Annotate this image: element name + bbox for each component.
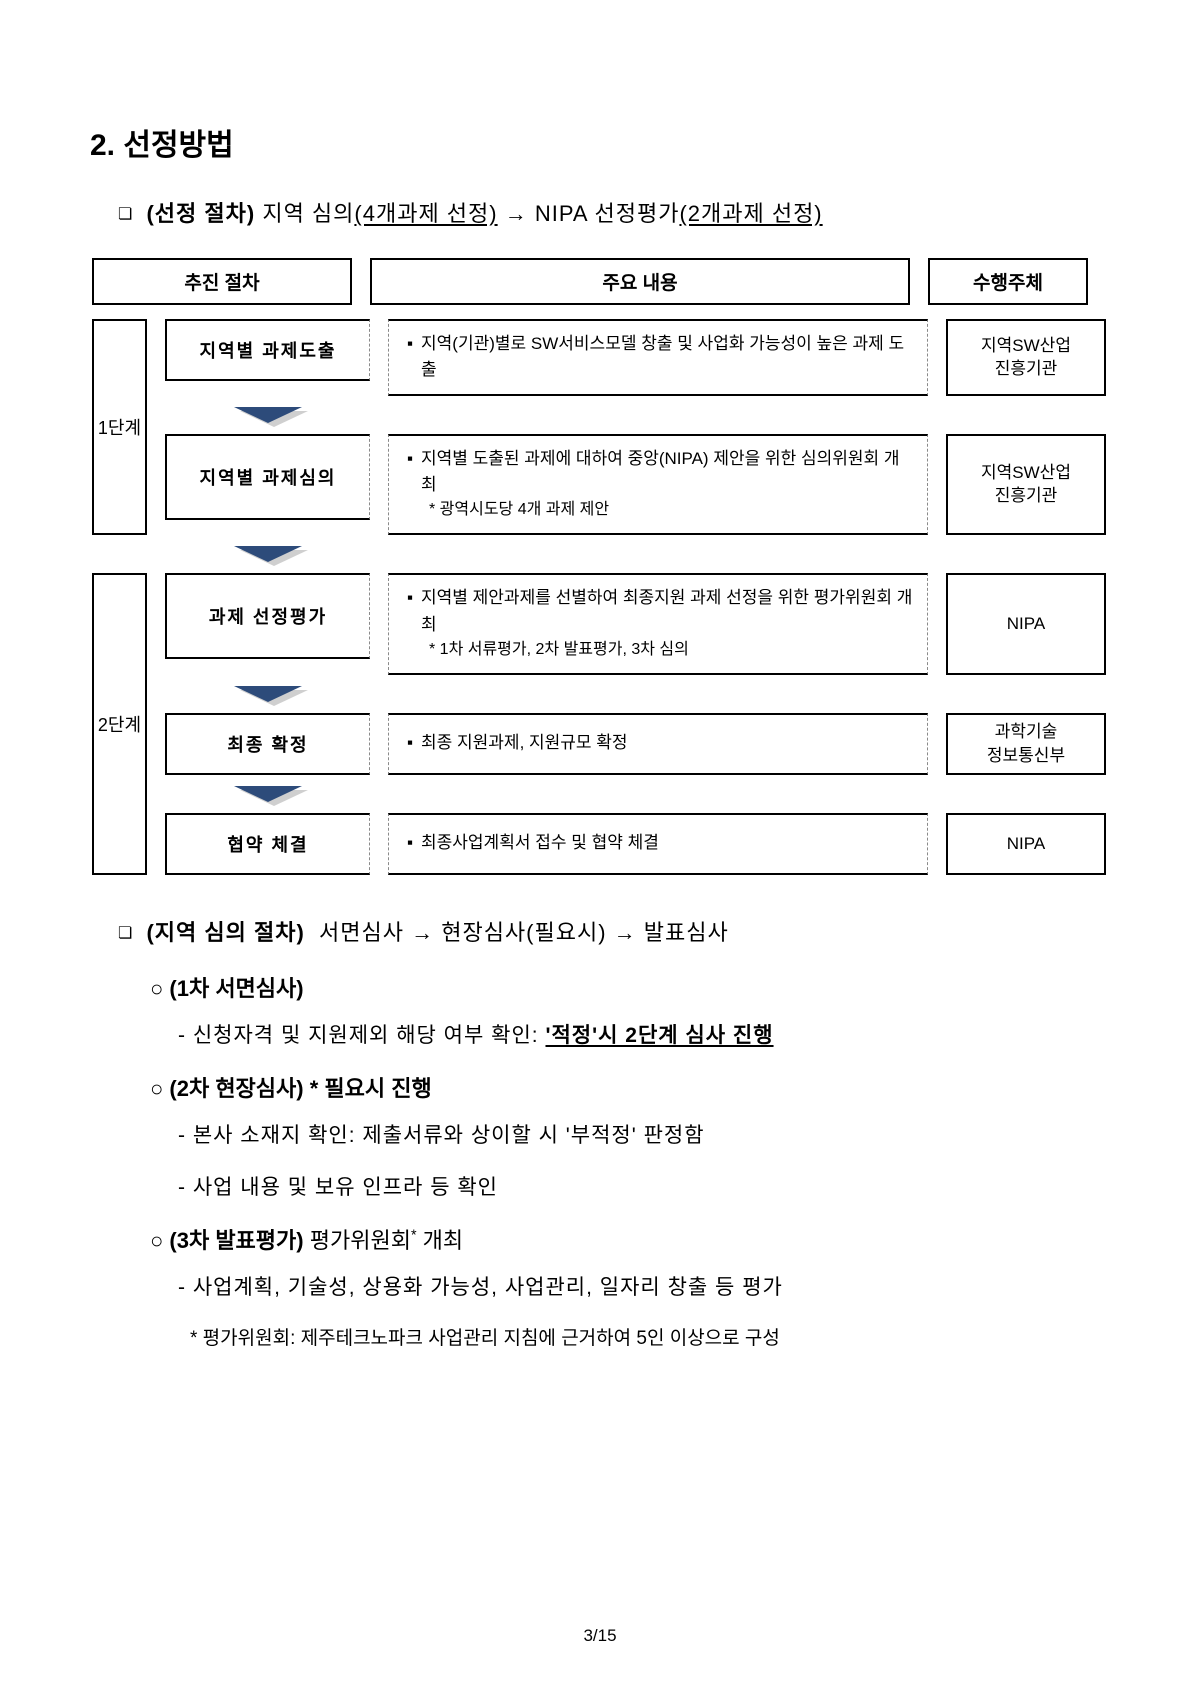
intro-underline-1: (4개과제 선정) — [354, 201, 497, 226]
process-flowchart: 추진 절차 주요 내용 수행주체 1단계 지역별 과제도출 ▪지역(기관)별로 … — [92, 258, 1108, 875]
down-arrow-icon — [234, 546, 302, 562]
review-2-line-1: - 본사 소재지 확인: 제출서류와 상이할 시 '부적정' 판정함 — [178, 1119, 1110, 1149]
square-bullet-icon: ❏ — [118, 206, 133, 223]
desc-box: ▪지역별 제안과제를 선별하여 최종지원 과제 선정을 위한 평가위원회 개최 … — [388, 573, 928, 674]
intro-label: (선정 절차) — [146, 201, 255, 226]
intro-text-1: 지역 심의 — [262, 201, 354, 226]
intro-selection-procedure: ❏ (선정 절차) 지역 심의(4개과제 선정) → NIPA 선정평가(2개과… — [118, 196, 1110, 228]
desc-box: ▪최종 지원과제, 지원규모 확정 — [388, 713, 928, 775]
owner-box: NIPA — [946, 573, 1106, 674]
desc-note: * 광역시도당 4개 과제 제안 — [407, 498, 913, 523]
hdr-owner: 수행주체 — [928, 258, 1088, 305]
sub-procedure-intro: ❏ (지역 심의 절차) 서면심사 → 현장심사(필요시) → 발표심사 — [118, 915, 1110, 947]
square-bullet-icon: ❏ — [118, 925, 133, 942]
review-2-line-2: - 사업 내용 및 보유 인프라 등 확인 — [178, 1171, 1110, 1201]
step-box: 과제 선정평가 — [165, 573, 370, 659]
sub-text: 서면심사 → 현장심사(필요시) → 발표심사 — [319, 920, 729, 945]
table-header-row: 추진 절차 주요 내용 수행주체 — [92, 258, 1108, 305]
owner-box: 지역SW산업 진흥기관 — [946, 434, 1106, 535]
desc-text: 최종 지원과제, 지원규모 확정 — [421, 730, 628, 756]
down-arrow-icon — [234, 786, 302, 802]
step-box: 협약 체결 — [165, 813, 370, 875]
stage-1-label: 1단계 — [92, 319, 147, 535]
stage-2-label: 2단계 — [92, 573, 147, 874]
hdr-procedure: 추진 절차 — [92, 258, 352, 305]
review-1-line: - 신청자격 및 지원제외 해당 여부 확인: '적정'시 2단계 심사 진행 — [178, 1019, 1110, 1049]
intro-underline-2: (2개과제 선정) — [679, 201, 822, 226]
desc-text: 지역별 제안과제를 선별하여 최종지원 과제 선정을 위한 평가위원회 개최 — [421, 585, 913, 638]
sub-label: (지역 심의 절차) — [146, 920, 304, 945]
review-3-footnote: * 평가위원회: 제주테크노파크 사업관리 지침에 근거하여 5인 이상으로 구… — [190, 1323, 1110, 1350]
hdr-description: 주요 내용 — [370, 258, 910, 305]
review-1-head: ○ (1차 서면심사) — [150, 971, 1110, 1003]
down-arrow-icon — [234, 407, 302, 423]
down-arrow-icon — [234, 686, 302, 702]
section-title: 2. 선정방법 — [90, 120, 1110, 164]
review-3-line-1: - 사업계획, 기술성, 상용화 가능성, 사업관리, 일자리 창출 등 평가 — [178, 1271, 1110, 1301]
owner-box: NIPA — [946, 813, 1106, 875]
arrow-icon: → — [505, 201, 528, 226]
step-box: 지역별 과제심의 — [165, 434, 370, 520]
owner-box: 과학기술 정보통신부 — [946, 713, 1106, 775]
owner-box: 지역SW산업 진흥기관 — [946, 319, 1106, 396]
desc-text: 지역(기관)별로 SW서비스모델 창출 및 사업화 가능성이 높은 과제 도출 — [421, 331, 913, 384]
desc-text: 최종사업계획서 접수 및 협약 체결 — [421, 830, 659, 856]
page-number: 3/15 — [0, 1626, 1200, 1646]
review-3-head: ○ (3차 발표평가) 평가위원회* 개최 — [150, 1223, 1110, 1255]
desc-box: ▪지역(기관)별로 SW서비스모델 창출 및 사업화 가능성이 높은 과제 도출 — [388, 319, 928, 396]
intro-text-2: NIPA 선정평가 — [535, 201, 680, 226]
desc-box: ▪지역별 도출된 과제에 대하여 중앙(NIPA) 제안을 위한 심의위원회 개… — [388, 434, 928, 535]
review-2-head: ○ (2차 현장심사) * 필요시 진행 — [150, 1071, 1110, 1103]
step-box: 최종 확정 — [165, 713, 370, 775]
stage-2: 2단계 과제 선정평가 ▪지역별 제안과제를 선별하여 최종지원 과제 선정을 … — [92, 573, 1108, 874]
stage-1: 1단계 지역별 과제도출 ▪지역(기관)별로 SW서비스모델 창출 및 사업화 … — [92, 319, 1108, 535]
desc-text: 지역별 도출된 과제에 대하여 중앙(NIPA) 제안을 위한 심의위원회 개최 — [421, 446, 913, 499]
desc-note: * 1차 서류평가, 2차 발표평가, 3차 심의 — [407, 638, 913, 663]
review-1-underline: '적정'시 2단계 심사 진행 — [545, 1024, 773, 1047]
desc-box: ▪최종사업계획서 접수 및 협약 체결 — [388, 813, 928, 875]
step-box: 지역별 과제도출 — [165, 319, 370, 381]
